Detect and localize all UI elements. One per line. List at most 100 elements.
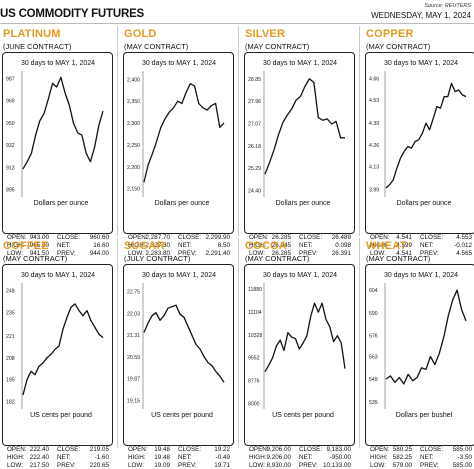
- stat-label-high: HIGH:: [249, 454, 267, 461]
- contract-label: (MAY CONTRACT): [245, 254, 310, 263]
- line-chart: 30 days to MAY 1, 2024 11880 11104 10328 955…: [248, 272, 346, 419]
- price-series-line: [22, 303, 104, 396]
- contract-label: (JUNE CONTRACT): [3, 42, 72, 51]
- price-series-line: [385, 82, 467, 189]
- stat-value-prev: 10,133.00: [322, 462, 351, 469]
- stat-value-low: 941.50: [29, 250, 49, 257]
- header: US COMMODITY FUTURES Source: REUTERS WED…: [0, 0, 474, 24]
- line-chart: 30 days to MAY 1, 2024 987 969 950 932 913 895…: [6, 60, 104, 207]
- stat-value-prev: 19.71: [214, 462, 230, 469]
- commodity-panel-silver: SILVER (MAY CONTRACT) 30 days to MAY 1, 20…: [244, 26, 362, 257]
- stat-value-high: 26.945: [271, 242, 291, 249]
- chart-period: 30 days to MAY 1, 2024: [142, 60, 216, 67]
- line-chart: 30 days to MAY 1, 2024 4.66 4.53 4.39 4.26 4.…: [369, 60, 467, 207]
- y-tick-label: 221: [6, 334, 15, 340]
- commodity-name: COCOA: [245, 240, 287, 252]
- chart-box: 30 days to MAY 1, 2024 4.66 4.53 4.39 4.26 4.…: [365, 52, 474, 257]
- y-tick-label: 195: [6, 378, 15, 384]
- contract-label: (JULY CONTRACT): [124, 254, 191, 263]
- stat-label-open: OPEN:: [128, 234, 148, 241]
- stat-label-high: HIGH:: [249, 242, 267, 249]
- contract-label: (MAY CONTRACT): [245, 42, 310, 51]
- y-tick-label: 8000: [248, 402, 260, 408]
- commodity-name: WHEAT: [366, 240, 407, 252]
- line-chart: 30 days to MAY 1, 2024 604 590 576 563 549 535…: [369, 272, 467, 419]
- y-tick-label: 576: [369, 334, 378, 340]
- stat-label-high: HIGH:: [128, 454, 146, 461]
- y-tick-label: 235: [6, 310, 15, 316]
- contract-label: (MAY CONTRACT): [366, 254, 431, 263]
- commodity-name: SUGAR: [124, 240, 165, 252]
- commodity-name: PLATINUM: [3, 28, 61, 40]
- stat-label-high: HIGH:: [7, 242, 25, 249]
- stat-value-net: 8.50: [217, 242, 230, 249]
- y-tick-label: 19.87: [127, 377, 140, 383]
- stat-label-low: LOW:: [128, 250, 144, 257]
- y-tick-label: 2,300: [127, 121, 140, 127]
- line-chart: 30 days to MAY 1, 2024 28.85 27.96 27.07 26.…: [248, 60, 345, 207]
- line-chart: 30 days to MAY 1, 2024 22.75 22.03 21.31 20.…: [127, 272, 225, 419]
- y-tick-label: 4.26: [369, 143, 379, 149]
- y-tick-label: 2,350: [127, 99, 140, 105]
- chart-period: 30 days to MAY 1, 2024: [142, 272, 216, 279]
- y-tick-label: 932: [6, 143, 15, 149]
- stat-value-prev: 220.65: [89, 462, 109, 469]
- stat-label-low: LOW:: [370, 462, 386, 469]
- stat-label-prev: PREV:: [420, 462, 439, 469]
- stat-value-prev: 2,291.40: [205, 250, 230, 257]
- y-tick-label: 563: [369, 355, 378, 361]
- price-series-line: [143, 304, 225, 383]
- stat-value-close: 2,299.90: [205, 234, 230, 241]
- stat-value-low: 26.285: [271, 250, 291, 257]
- stat-label-low: LOW:: [7, 250, 23, 257]
- stat-label-open: OPEN:: [249, 234, 269, 241]
- y-tick-label: 9552: [248, 356, 260, 362]
- y-tick-label: 182: [6, 400, 15, 406]
- column-divider: [359, 26, 360, 236]
- stat-label-net: NET:: [178, 454, 192, 461]
- stat-value-net: 0.098: [335, 242, 351, 249]
- y-tick-label: 4.66: [369, 76, 379, 82]
- y-tick-label: 2,400: [127, 77, 140, 83]
- stat-value-low: 2,283.80: [145, 250, 170, 257]
- column-divider: [359, 238, 360, 448]
- stat-label-prev: PREV:: [299, 250, 318, 257]
- stat-label-low: LOW:: [249, 462, 265, 469]
- y-tick-label: 11104: [248, 310, 262, 316]
- stat-value-low: 4.541: [396, 250, 412, 257]
- commodity-panel-sugar: SUGAR (JULY CONTRACT) 30 days to MAY 1, 20…: [123, 238, 241, 469]
- stat-label-prev: PREV:: [178, 462, 197, 469]
- stat-value-prev: 4.565: [456, 250, 472, 257]
- y-tick-label: 604: [369, 288, 378, 294]
- stat-label-close: CLOSE:: [178, 234, 202, 241]
- y-tick-label: 27.07: [248, 122, 261, 128]
- stat-label-net: NET:: [299, 242, 313, 249]
- y-tick-label: 28.85: [248, 77, 261, 83]
- stat-label-net: NET:: [178, 242, 192, 249]
- contract-label: (MAY CONTRACT): [366, 42, 431, 51]
- stat-value-close: 4.553: [456, 234, 472, 241]
- stat-value-open: 943.00: [29, 234, 49, 241]
- y-tick-label: 2,250: [127, 143, 140, 149]
- column-divider: [238, 26, 239, 236]
- stat-label-prev: PREV:: [57, 462, 76, 469]
- y-tick-label: 25.29: [248, 166, 261, 172]
- y-tick-label: 21.31: [127, 333, 140, 339]
- unit-label: Dollars per ounce: [397, 200, 452, 207]
- price-series-line: [264, 78, 345, 175]
- y-tick-label: 969: [6, 98, 15, 104]
- y-tick-label: 2,200: [127, 165, 140, 171]
- y-tick-label: 208: [6, 356, 15, 362]
- y-tick-label: 3.99: [369, 188, 379, 194]
- stat-value-open: 26.285: [271, 234, 291, 241]
- line-chart: 30 days to MAY 1, 2024 2,400 2,350 2,300 2,2…: [127, 60, 225, 207]
- y-tick-label: 22.75: [127, 290, 140, 296]
- chart-period: 30 days to MAY 1, 2024: [21, 272, 95, 279]
- stat-label-low: LOW:: [128, 462, 144, 469]
- stat-label-net: NET:: [420, 454, 434, 461]
- stat-label-prev: PREV:: [299, 462, 318, 469]
- stat-label-low: LOW:: [370, 250, 386, 257]
- stat-label-net: NET:: [57, 242, 71, 249]
- header-rule: [0, 23, 474, 24]
- y-tick-label: 913: [6, 166, 15, 172]
